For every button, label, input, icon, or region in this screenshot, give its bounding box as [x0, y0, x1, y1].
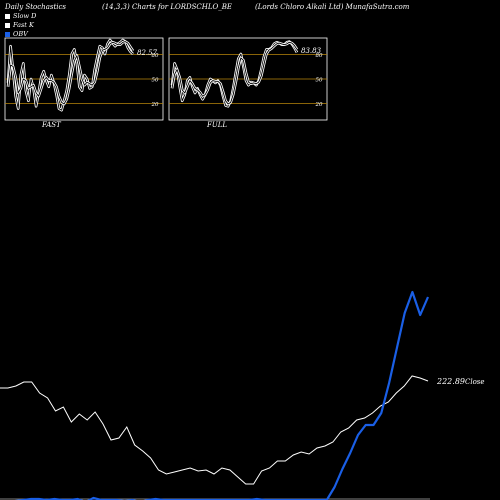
level-tick-fast-20: 20: [151, 102, 159, 108]
level-tick-fast-80: 80: [152, 53, 159, 59]
chart-subtitle-right: (Lords Chloro Alkali Ltd) MunafaSutra.co…: [255, 3, 410, 11]
legend-label-slow-d: Slow D: [13, 12, 37, 20]
legend-label-fast-k: Fast K: [13, 21, 34, 29]
level-tick-full-50: 50: [316, 78, 323, 84]
legend: Slow D Fast K OBV: [5, 12, 36, 39]
chart-subtitle-left: Daily Stochastics: [5, 3, 67, 11]
close-value-label: 222.89Close: [436, 377, 485, 386]
current-value-label-fast: 82.57: [137, 49, 158, 57]
close-value: 222.89: [436, 377, 465, 386]
level-tick-full-20: 20: [315, 102, 323, 108]
legend-item-fast-k: Fast K: [5, 21, 36, 30]
panel-label-fast: FAST: [42, 121, 61, 129]
chart-title: (14,3,3) Charts for LORDSCHLO_BE: [102, 3, 233, 11]
legend-item-slow-d: Slow D: [5, 12, 36, 21]
series-line-full-fast-k: [171, 41, 298, 107]
legend-label-obv: OBV: [13, 30, 28, 38]
level-tick-full-80: 80: [316, 53, 323, 59]
obv-line: [15, 290, 430, 500]
close-suffix: Close: [465, 378, 485, 386]
legend-swatch-obv: [5, 32, 10, 37]
legend-item-obv: OBV: [5, 30, 36, 39]
level-tick-fast-50: 50: [152, 78, 159, 84]
current-value-label-full: 83.83: [301, 47, 322, 55]
close-price-line: [0, 375, 429, 485]
series-outline-full-fast-k: [170, 40, 299, 108]
legend-swatch-fast-k: [5, 23, 10, 28]
panel-label-full: FULL: [207, 121, 228, 129]
legend-swatch-slow-d: [5, 14, 10, 19]
series-line-fast-slow-d: [7, 41, 134, 105]
series-line-full-slow-d: [171, 41, 298, 105]
